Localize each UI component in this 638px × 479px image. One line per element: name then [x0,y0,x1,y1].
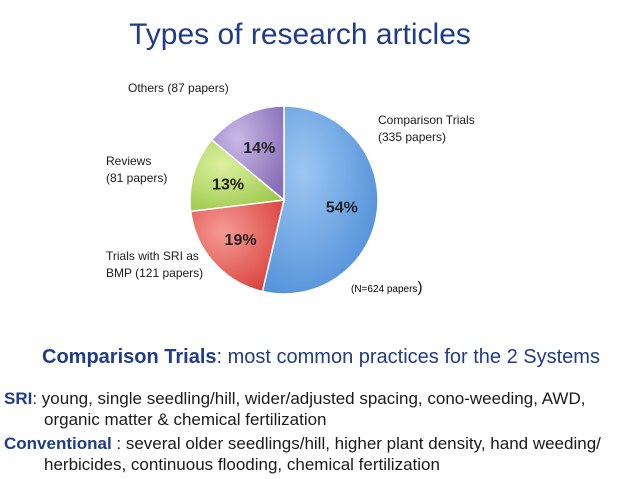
pie-slice-reviews [189,138,286,213]
pct-label-others: 14% [243,140,275,157]
slice-label-comparison-line1: Comparison Trials [378,113,475,127]
subheading-term: Comparison Trials [42,346,217,368]
n-note-text: (N=624 papers [351,284,417,295]
pie-slice-comparison-trials [261,105,379,295]
slice-label-sri-bmp-line1: Trials with SRI as [106,249,199,263]
slice-label-sri-bmp-line2: BMP (121 papers) [106,266,203,280]
n-note-paren: ) [417,279,422,296]
sri-term: SRI [4,389,33,408]
slide-title: Types of research articles [129,18,471,51]
slice-label-others: Others (87 papers) [128,81,229,95]
conventional-term: Conventional [4,434,112,453]
slice-label-comparison-line2: (335 papers) [378,130,446,144]
pie-slice-trials-sri-bmp [189,199,285,293]
slice-label-reviews-line1: Reviews [106,154,151,168]
conventional-text-1: : several older seedlings/hill, higher p… [111,434,601,453]
comparison-subheading: Comparison Trials: most common practices… [42,346,600,369]
sri-line-2: organic matter & chemical fertilization [44,410,327,430]
conventional-line-2: herbicides, continuous flooding, chemica… [44,455,440,475]
pie-slice-others [210,105,285,202]
subheading-text: : most common practices for the 2 System… [216,346,600,368]
n-note: (N=624 papers) [351,279,422,296]
sri-line-1: SRI: young, single seedling/hill, wider/… [4,389,585,409]
pct-label-comparison-trials: 54% [326,200,358,217]
conventional-line-1: Conventional : several older seedlings/h… [4,434,601,454]
conventional-text-2: herbicides, continuous flooding, chemica… [44,455,440,474]
sri-text-2: organic matter & chemical fertilization [44,410,327,429]
pct-label-trials-sri-bmp: 19% [225,232,257,249]
pie-chart: 54% 19% 13% 14% Comparison Trials (335 pape… [106,81,475,296]
pct-label-reviews: 13% [212,177,244,194]
slice-label-reviews-line2: (81 papers) [106,171,167,185]
sri-text-1: : young, single seedling/hill, wider/adj… [32,389,586,408]
